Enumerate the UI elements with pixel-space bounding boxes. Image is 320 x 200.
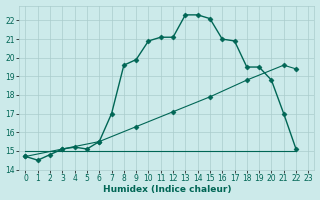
X-axis label: Humidex (Indice chaleur): Humidex (Indice chaleur) [103,185,231,194]
